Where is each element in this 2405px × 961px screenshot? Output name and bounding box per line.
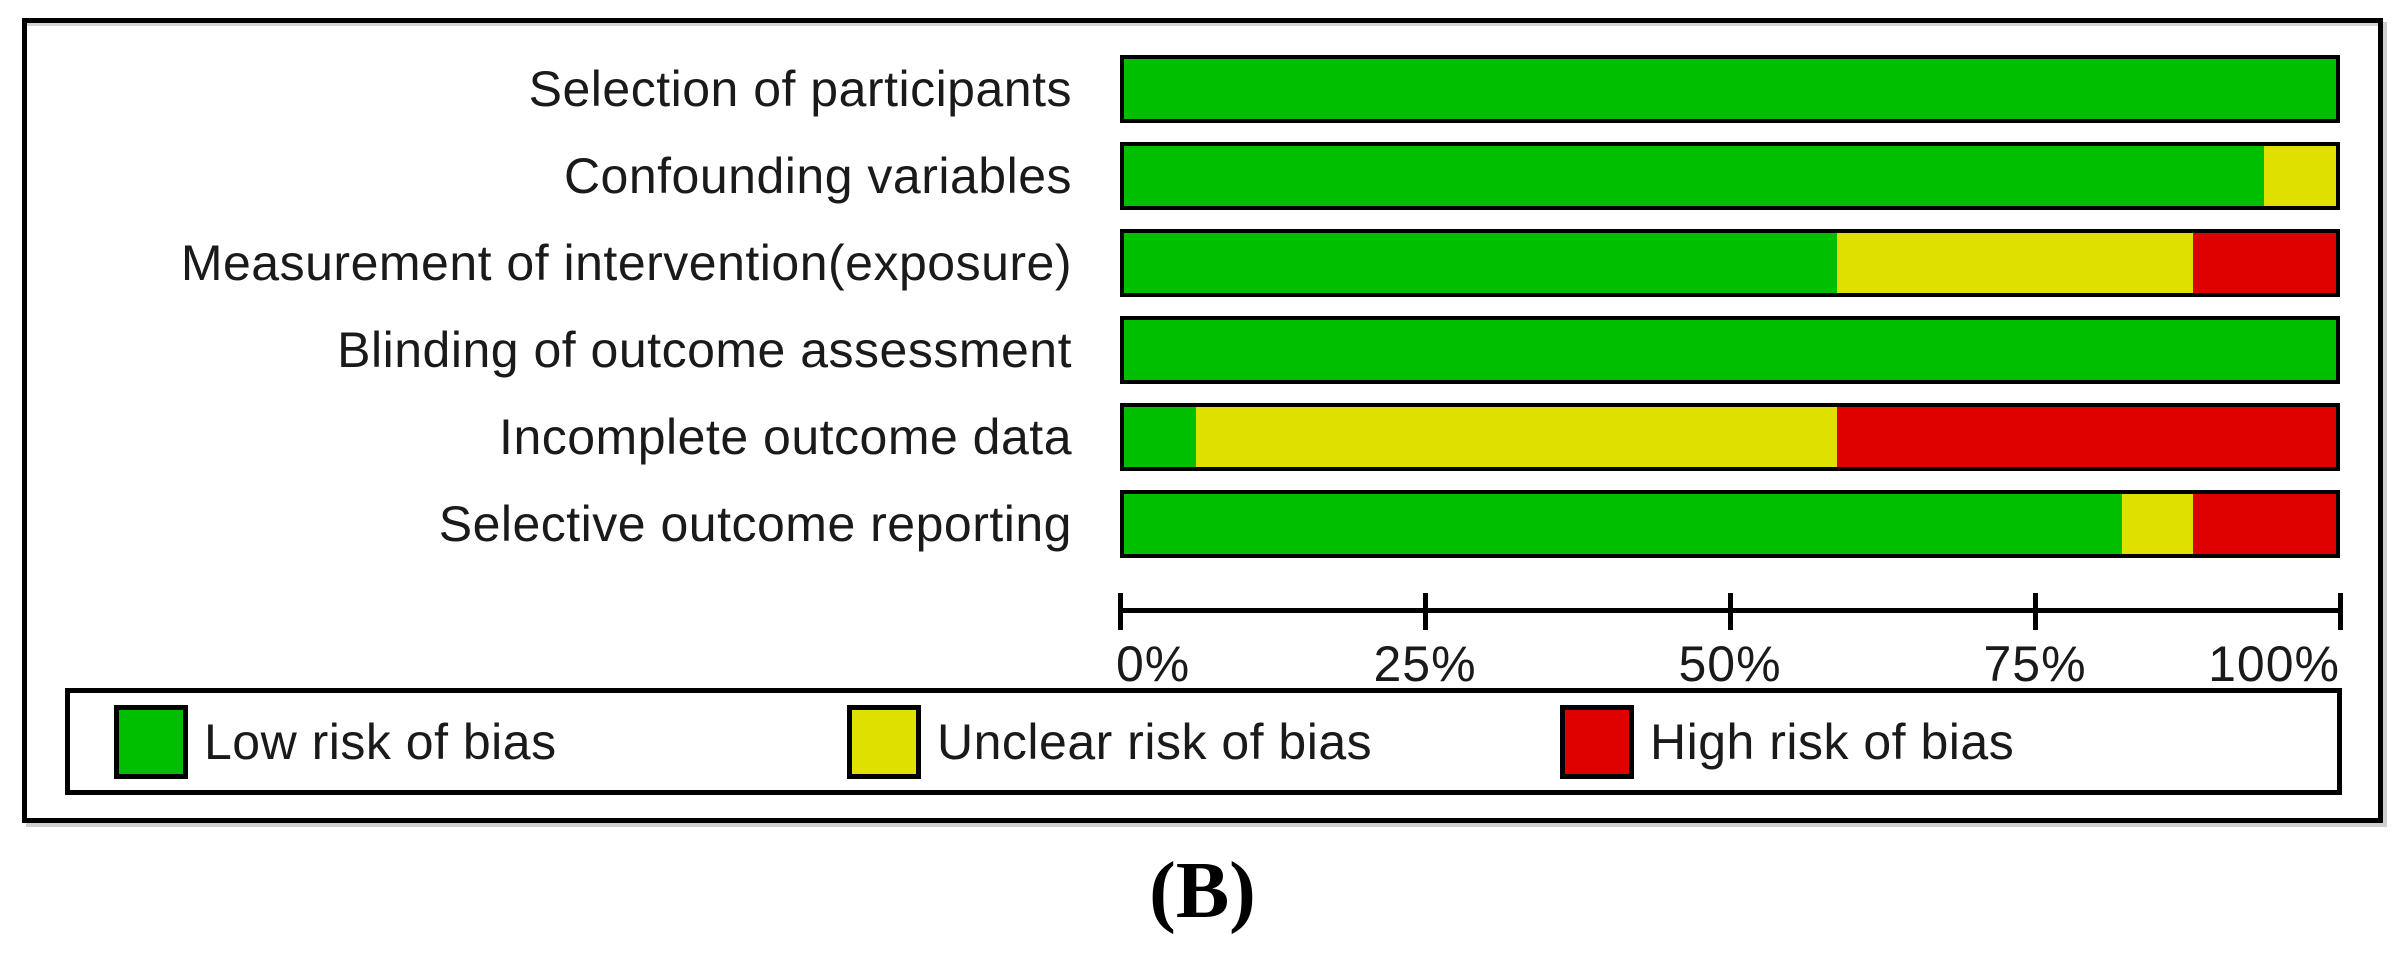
axis-tick-mark	[2033, 593, 2038, 630]
legend-item-unclear-risk: Unclear risk of bias	[847, 693, 1372, 790]
stacked-bar	[1120, 316, 2340, 384]
bar-segment-low-risk	[1124, 146, 2265, 206]
axis-tick-mark	[1423, 593, 1428, 630]
bar-segment-unclear-risk	[2121, 494, 2194, 554]
legend-label: Low risk of bias	[204, 713, 557, 770]
bar-segment-high-risk	[1836, 407, 2336, 467]
axis-tick-label: 75%	[1983, 636, 2087, 692]
legend-label: Unclear risk of bias	[937, 713, 1373, 770]
axis-tick-label: 50%	[1678, 636, 1782, 692]
chart-row: Incomplete outcome data	[27, 403, 2378, 471]
category-label: Blinding of outcome assessment	[337, 322, 1072, 378]
bar-segment-low-risk	[1124, 407, 1196, 467]
chart-row: Blinding of outcome assessment	[27, 316, 2378, 384]
chart-row: Selection of participants	[27, 55, 2378, 123]
axis-tick-label: 25%	[1373, 636, 1477, 692]
bar-segment-low-risk	[1124, 494, 2122, 554]
legend-swatch-low-risk	[114, 704, 188, 779]
stacked-bar	[1120, 55, 2340, 123]
bar-segment-high-risk	[2192, 233, 2336, 293]
stacked-bar	[1120, 403, 2340, 471]
stacked-bar	[1120, 229, 2340, 297]
bar-segment-low-risk	[1124, 320, 2336, 380]
legend-swatch-unclear-risk	[847, 704, 921, 779]
axis-tick-mark	[1118, 593, 1123, 630]
bar-segment-low-risk	[1124, 233, 1837, 293]
bar-segment-unclear-risk	[1195, 407, 1837, 467]
bar-segment-unclear-risk	[1836, 233, 2193, 293]
legend-item-high-risk: High risk of bias	[1560, 693, 2014, 790]
category-label: Incomplete outcome data	[499, 409, 1072, 465]
legend-label: High risk of bias	[1650, 713, 2015, 770]
category-label: Confounding variables	[563, 148, 1072, 204]
legend-swatch-high-risk	[1560, 704, 1634, 779]
legend-box: Low risk of bias Unclear risk of bias High…	[65, 688, 2342, 795]
axis-tick-label: 100%	[2208, 636, 2340, 692]
category-label: Measurement of intervention(exposure)	[180, 235, 1072, 291]
axis-tick-label: 0%	[1116, 636, 1191, 692]
chart-row: Measurement of intervention(exposure)	[27, 229, 2378, 297]
chart-row: Selective outcome reporting	[27, 490, 2378, 558]
legend-item-low-risk: Low risk of bias	[114, 693, 557, 790]
axis-tick-mark	[2338, 593, 2343, 630]
axis-tick-mark	[1728, 593, 1733, 630]
stacked-bar	[1120, 490, 2340, 558]
chart-row: Confounding variables	[27, 142, 2378, 210]
bar-segment-unclear-risk	[2264, 146, 2336, 206]
chart-frame: Selection of participants Confounding var…	[22, 18, 2383, 823]
bar-segment-high-risk	[2193, 494, 2336, 554]
bar-segment-low-risk	[1124, 59, 2336, 119]
stacked-bar	[1120, 142, 2340, 210]
category-label: Selective outcome reporting	[438, 496, 1072, 552]
figure-caption: (B)	[1149, 847, 1256, 935]
category-label: Selection of participants	[528, 61, 1072, 117]
